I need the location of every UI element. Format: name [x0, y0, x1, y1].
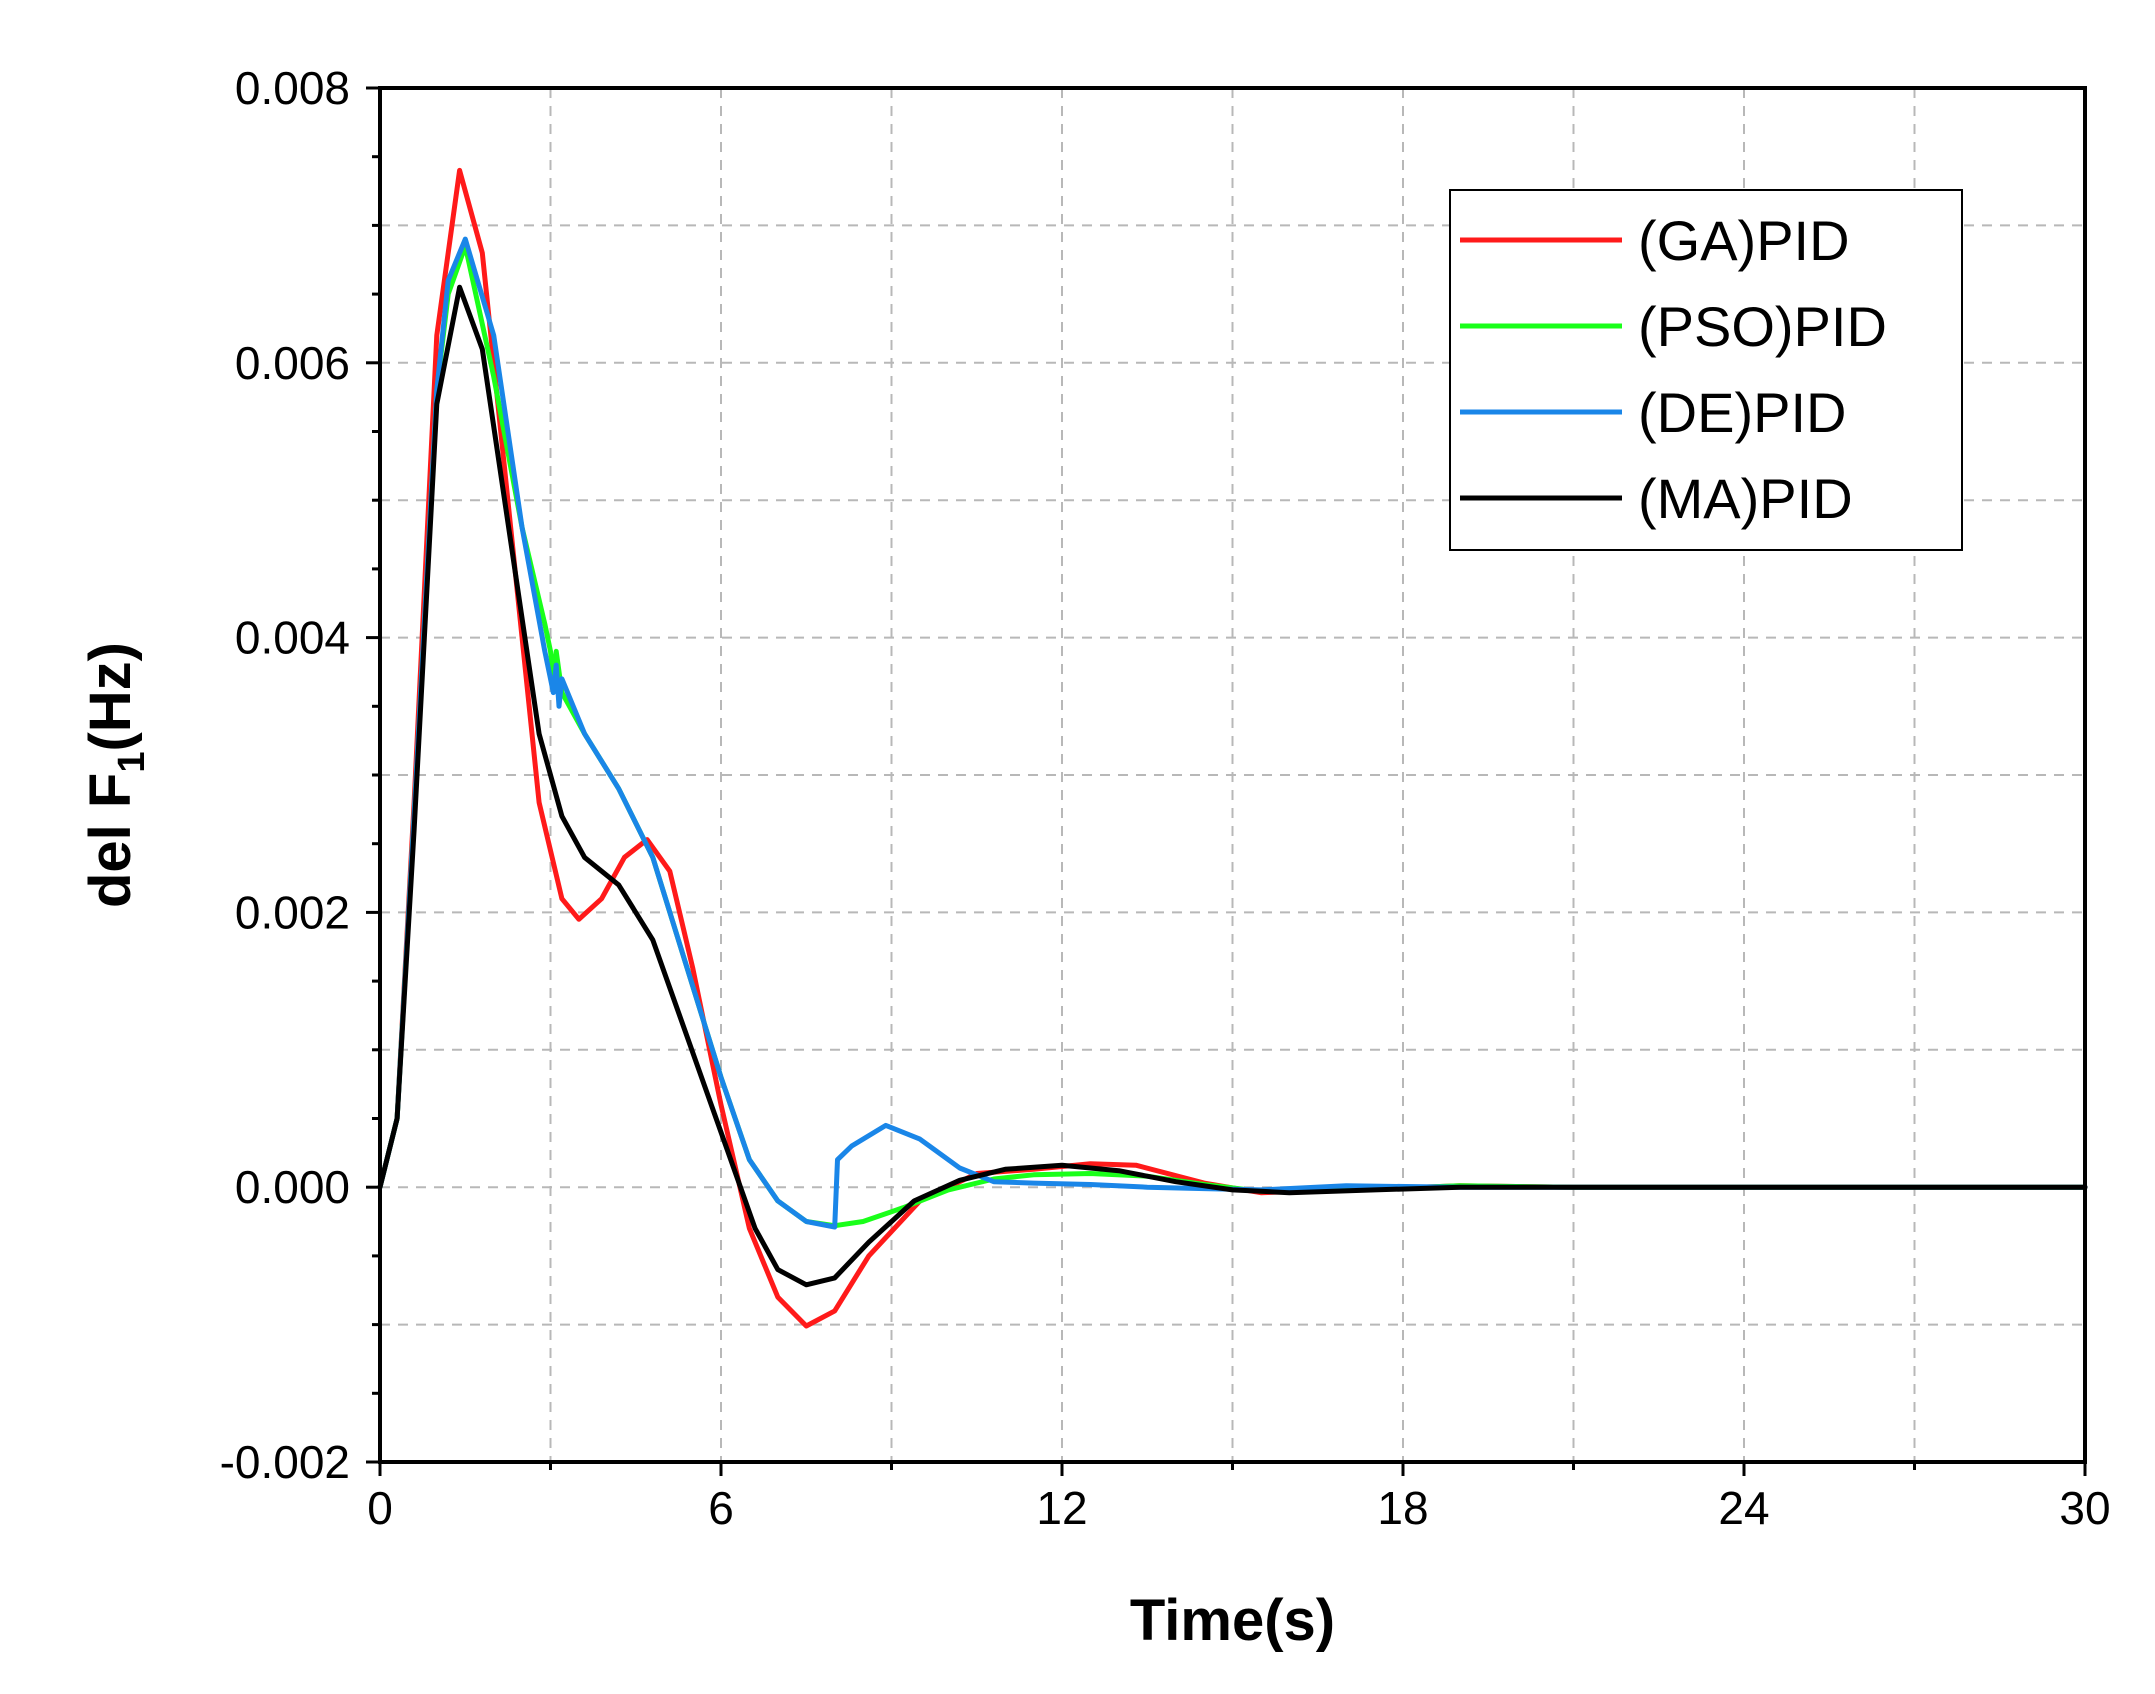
y-axis-title-unit: (Hz)	[78, 642, 143, 752]
legend-item: (GA)PID	[1460, 209, 1850, 272]
legend-label: (MA)PID	[1638, 467, 1853, 530]
legend-label: (GA)PID	[1638, 209, 1850, 272]
x-tick-label: 18	[1377, 1482, 1428, 1534]
y-axis-title-main: del F	[78, 773, 143, 908]
y-tick-label: 0.000	[235, 1161, 350, 1213]
x-tick-label: 0	[367, 1482, 393, 1534]
series-lines	[377, 167, 2088, 1329]
x-tick-label: 6	[708, 1482, 734, 1534]
legend: (GA)PID (PSO)PID (DE)PID (MA)PID	[1449, 189, 1963, 551]
legend-item: (DE)PID	[1460, 381, 1846, 444]
legend-box	[1449, 189, 1963, 551]
y-tick-label: 0.006	[235, 337, 350, 389]
y-axis-title-subscript: 1	[111, 752, 153, 773]
y-tick-label: 0.004	[235, 612, 350, 664]
y-tick-label: 0.008	[235, 62, 350, 114]
y-tick-label: -0.002	[220, 1436, 350, 1488]
x-axis-title: Time(s)	[1130, 1588, 1335, 1653]
axes: 0 6 12 18 24 30 -0.002 0.000 0.002 0.004 0.006 0.00…	[220, 62, 2111, 1534]
x-tick-label: 12	[1036, 1482, 1087, 1534]
y-tick-label: 0.002	[235, 886, 350, 938]
series-line-depid	[377, 236, 2088, 1230]
grid-lines	[380, 88, 2085, 1462]
legend-item: (PSO)PID	[1460, 295, 1887, 358]
legend-label: (DE)PID	[1638, 381, 1846, 444]
legend-label: (PSO)PID	[1638, 295, 1887, 358]
y-axis-title: del F1(Hz)	[78, 642, 153, 908]
legend-item: (MA)PID	[1460, 467, 1853, 530]
x-tick-label: 30	[2059, 1482, 2110, 1534]
x-tick-label: 24	[1718, 1482, 1769, 1534]
series-line-mapid	[377, 284, 2088, 1288]
